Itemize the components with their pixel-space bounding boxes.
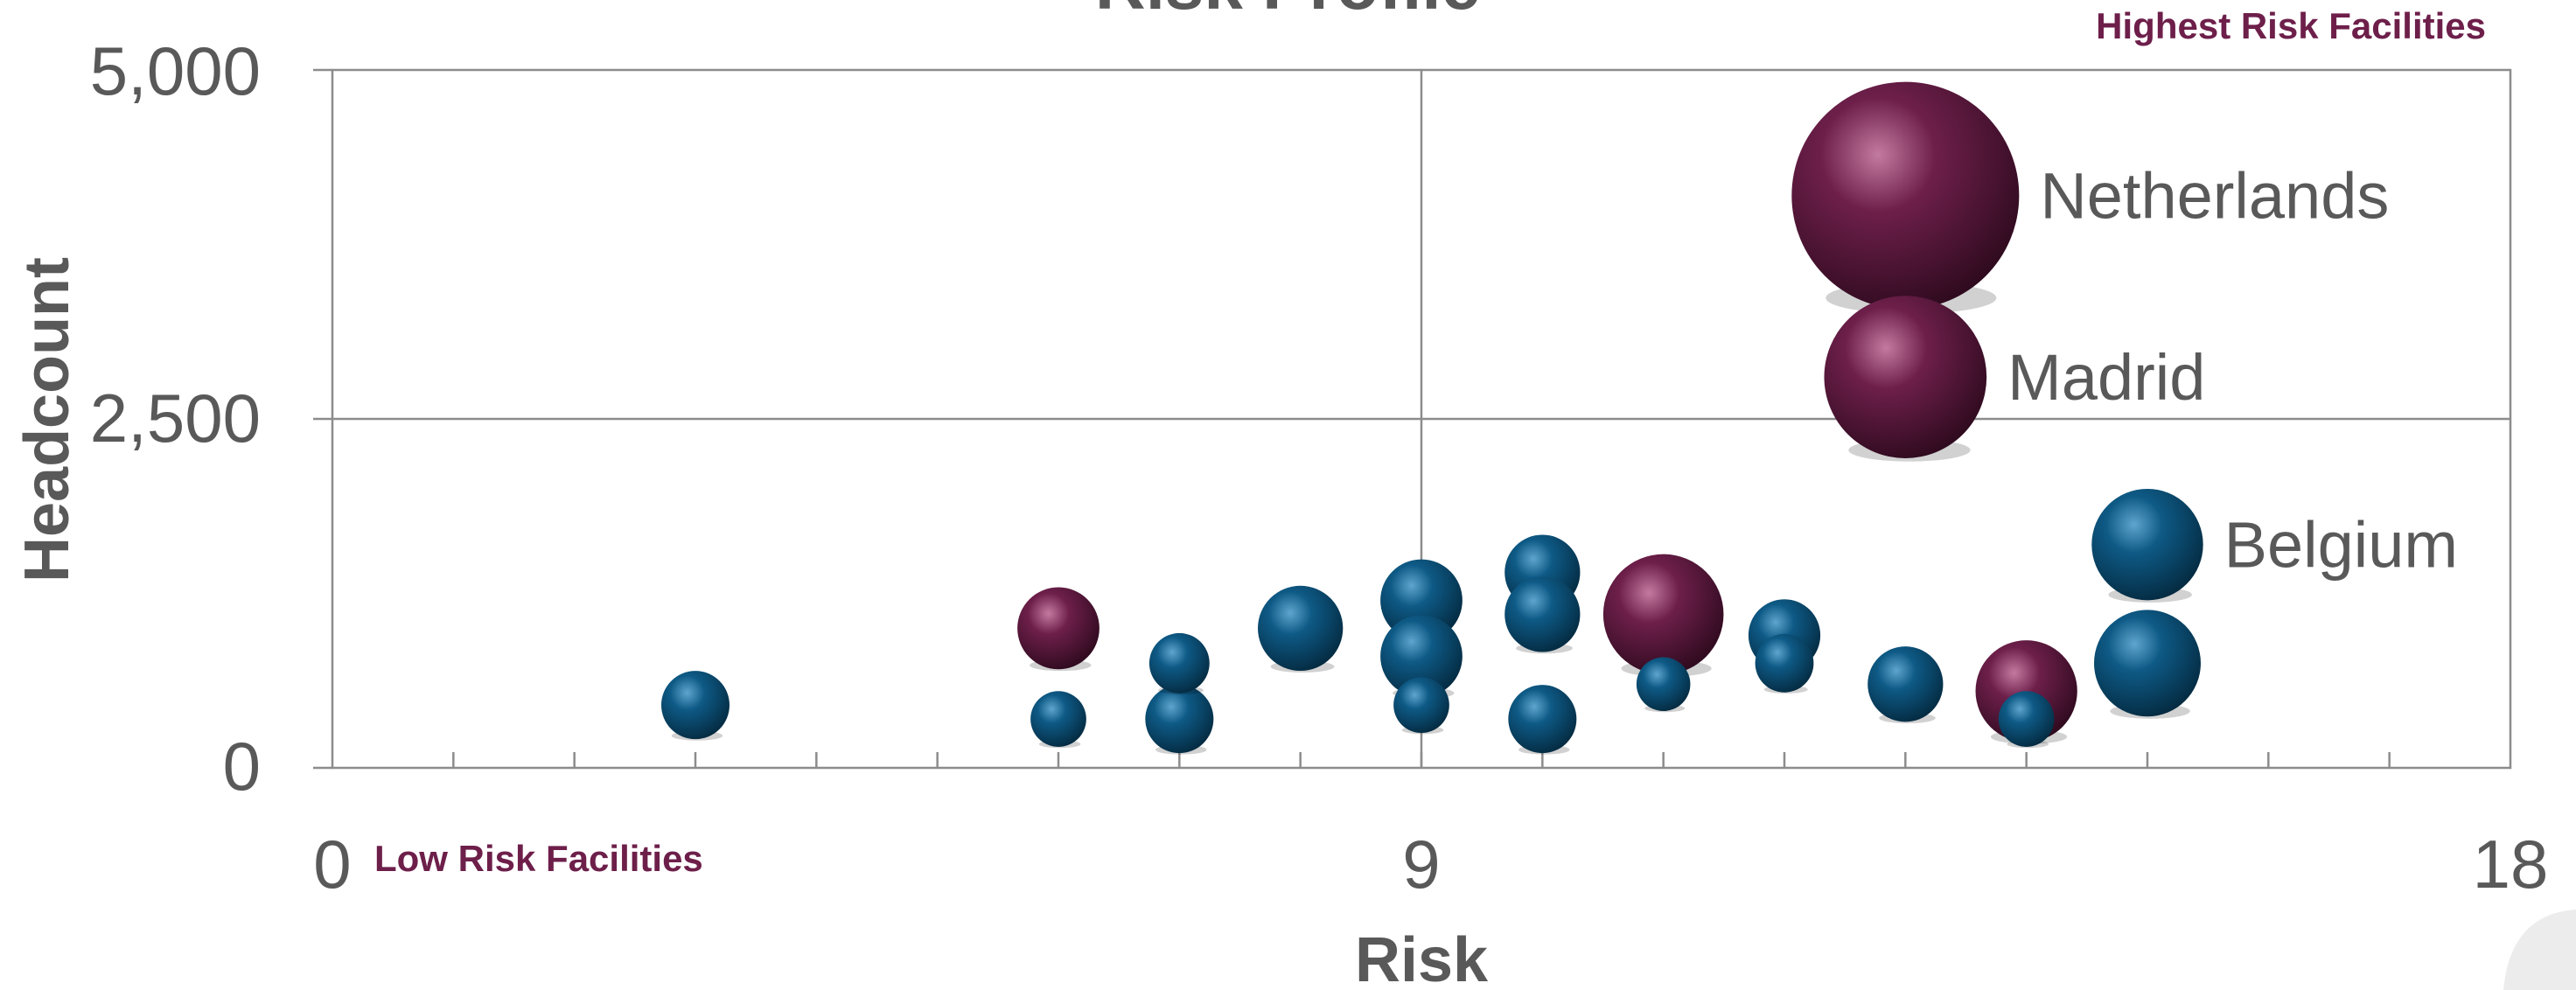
bubble: [1017, 587, 1100, 670]
bubble: [1393, 677, 1449, 734]
bubble: [1258, 585, 1344, 672]
highest-risk-annotation: Highest Risk Facilities: [2096, 5, 2486, 46]
bubble: [1504, 576, 1581, 652]
y-tick-label: 0: [223, 728, 261, 805]
bubble: [1636, 657, 1691, 712]
y-tick-label: 5,000: [90, 32, 261, 109]
bubble: [1508, 685, 1577, 754]
bubble: [1867, 646, 1944, 722]
x-tick-label: 9: [1402, 826, 1440, 903]
bubble: [661, 671, 730, 740]
bubble: [2091, 488, 2203, 601]
bubble: [1791, 81, 2020, 310]
bubble: [1755, 633, 1814, 693]
low-risk-annotation: Low Risk Facilities: [374, 838, 703, 879]
x-axis-title: Risk: [1355, 925, 1489, 990]
x-tick-label: 18: [2473, 826, 2549, 903]
bubble: [1602, 554, 1724, 675]
chart-title: Risk Profile: [1095, 0, 1480, 24]
bubble-series: Netherlands Madrid Belgium: [661, 81, 2458, 755]
bubble: [1145, 685, 1214, 754]
bubble: [1824, 296, 1987, 458]
y-axis-title: Headcount: [12, 257, 82, 582]
corner-decoration: [2503, 910, 2576, 990]
bubble: [1030, 691, 1086, 747]
bubble: [1148, 632, 1210, 694]
bubble-label: Belgium: [2224, 509, 2458, 582]
bubble-label: Netherlands: [2040, 160, 2389, 233]
bubble: [2094, 610, 2201, 717]
bubble-label: Madrid: [2007, 341, 2205, 414]
tick-labels: 5,000 2,500 0 0 9 18: [90, 32, 2549, 903]
bubble: [1998, 691, 2055, 747]
y-tick-label: 2,500: [90, 380, 261, 457]
x-tick-label: 0: [313, 826, 351, 903]
bubble: [1380, 615, 1463, 698]
